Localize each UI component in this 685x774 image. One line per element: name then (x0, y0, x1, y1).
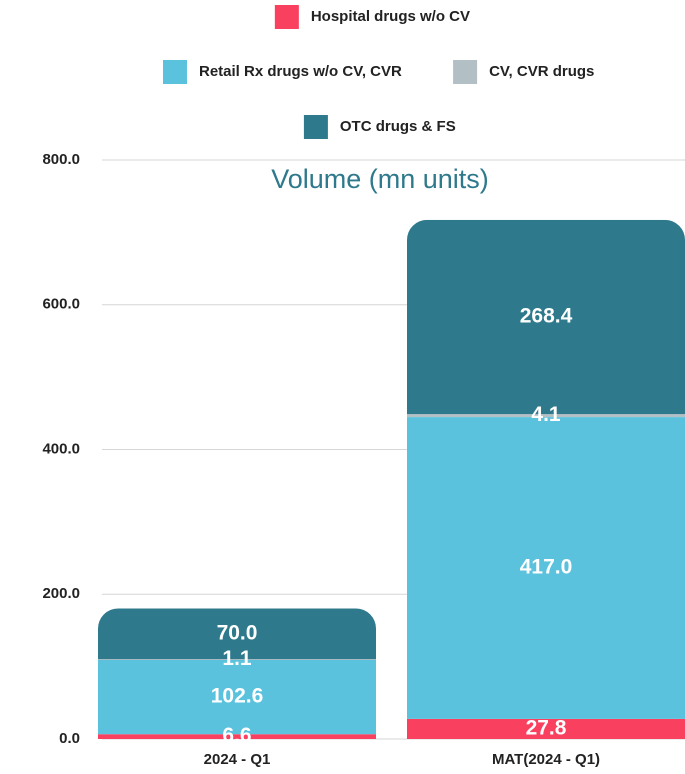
legend-swatch (453, 60, 478, 84)
bar-group (98, 608, 376, 739)
data-label: 1.1 (222, 647, 252, 670)
bar-segment (407, 417, 685, 719)
bar-segment (98, 608, 376, 660)
data-label: 70.0 (217, 621, 258, 644)
bar-segment (98, 659, 376, 660)
legend-label: CV, CVR drugs (489, 63, 594, 80)
data-label: 4.1 (531, 403, 561, 426)
bar-segment (407, 718, 685, 739)
bar-segment (98, 734, 376, 739)
legend-label: OTC drugs & FS (340, 118, 456, 135)
legend-swatch (163, 60, 187, 84)
y-tick-label: 600.0 (42, 296, 80, 313)
x-tick-label: 2024 - Q1 (204, 751, 271, 768)
legend-label: Retail Rx drugs w/o CV, CVR (199, 63, 402, 80)
bar-segment (98, 659, 376, 735)
chart-title: Volume (mn units) (271, 164, 489, 194)
data-label: 27.8 (526, 716, 567, 739)
y-tick-label: 800.0 (42, 151, 80, 168)
data-label: 268.4 (520, 305, 573, 328)
data-label: 6.6 (222, 724, 251, 747)
x-tick-label: MAT(2024 - Q1) (492, 751, 600, 768)
legend-swatch (303, 115, 328, 139)
bar-segment (407, 414, 685, 418)
y-tick-label: 0.0 (59, 730, 80, 747)
y-tick-label: 200.0 (42, 585, 80, 602)
bar-segment (407, 219, 685, 415)
bar-group (407, 219, 685, 739)
legend-swatch (274, 5, 299, 29)
legend-label: Hospital drugs w/o CV (311, 8, 470, 25)
data-label: 102.6 (211, 685, 264, 708)
data-label: 417.0 (520, 556, 573, 579)
y-tick-label: 400.0 (42, 440, 80, 457)
